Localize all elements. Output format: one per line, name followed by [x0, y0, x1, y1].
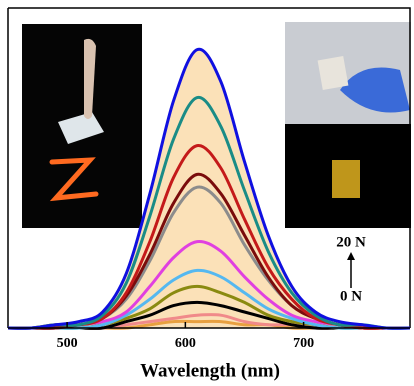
arrow-head	[347, 252, 355, 260]
x-tick-label: 700	[293, 336, 314, 351]
right-photo	[285, 22, 411, 228]
annotation: 0 N	[340, 288, 362, 304]
x-tick-label: 600	[175, 336, 196, 351]
annotation: 20 N	[336, 234, 366, 250]
x-axis-label: Wavelength (nm)	[140, 360, 280, 381]
left-photo	[22, 24, 142, 228]
x-tick-label: 500	[57, 336, 78, 351]
chart: Wavelength (nm) 20 N 0 N 500 600 700	[0, 0, 414, 386]
